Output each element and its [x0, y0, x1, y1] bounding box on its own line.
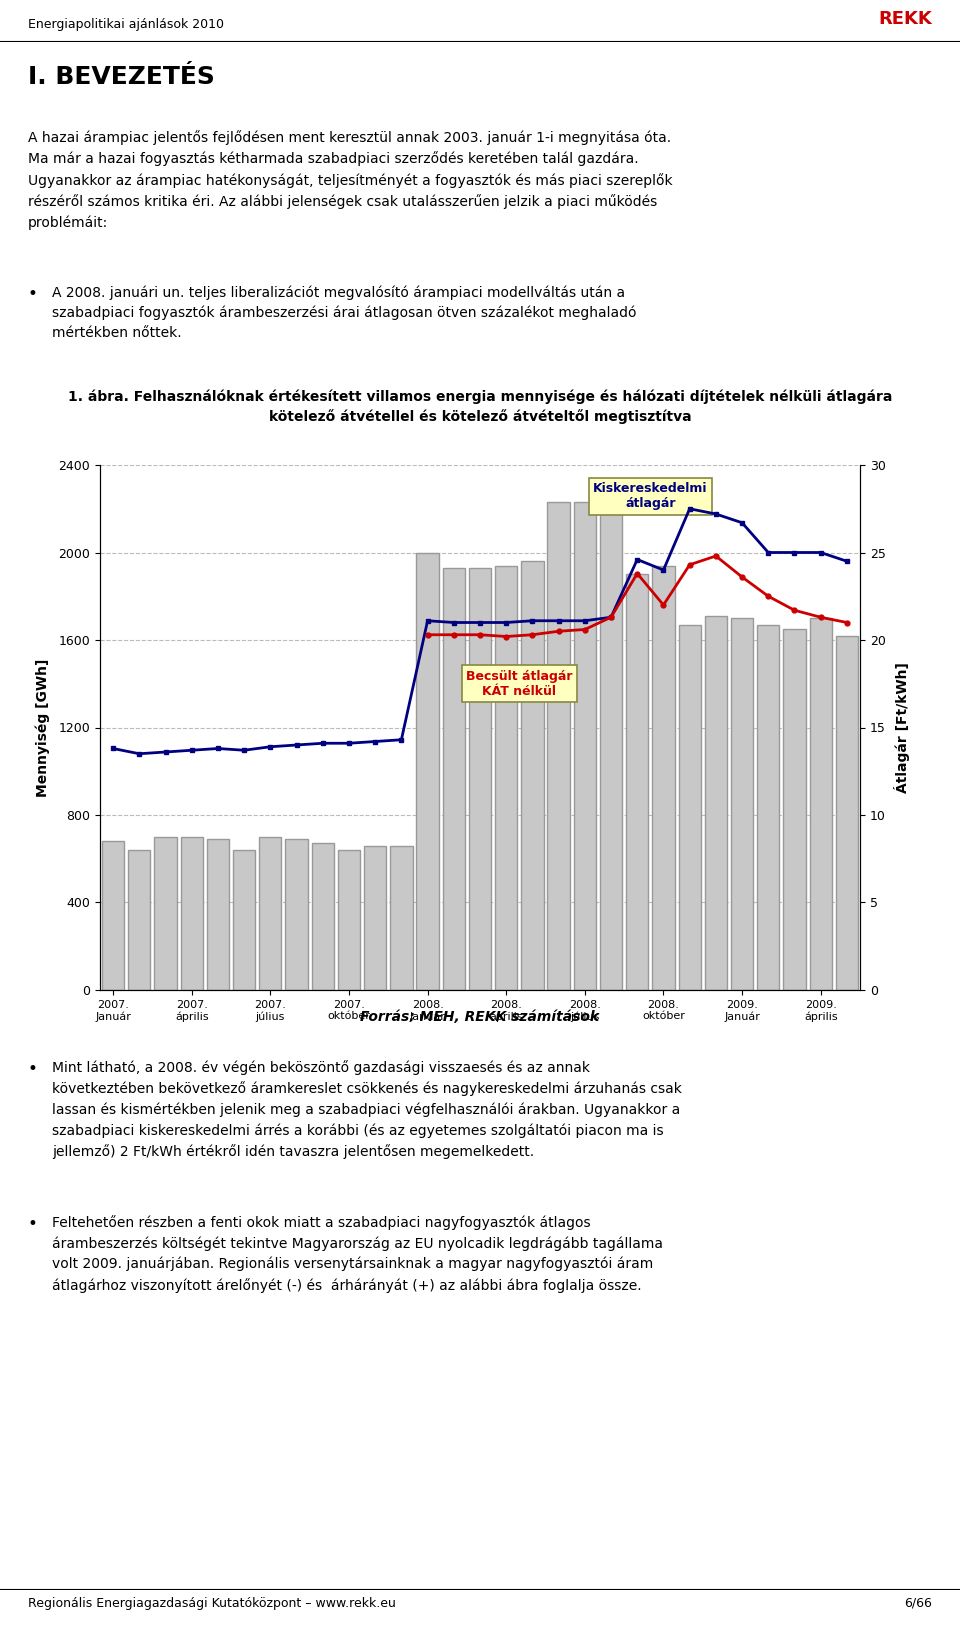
Y-axis label: Mennyiség [GWh]: Mennyiség [GWh] — [36, 658, 50, 796]
Text: •: • — [28, 286, 37, 304]
Text: •: • — [28, 1214, 37, 1234]
Bar — [129, 850, 151, 991]
Bar — [468, 568, 492, 991]
Bar — [783, 628, 805, 991]
Text: I. BEVEZETÉS: I. BEVEZETÉS — [28, 65, 215, 90]
Bar — [705, 615, 727, 991]
Bar — [574, 503, 596, 991]
Text: REKK: REKK — [878, 10, 932, 28]
Bar — [652, 566, 675, 991]
Bar — [285, 839, 308, 991]
Text: Forrás: MEH, REKK számítások: Forrás: MEH, REKK számítások — [360, 1010, 600, 1023]
Bar — [495, 566, 517, 991]
Bar — [836, 635, 858, 991]
Text: A 2008. januári un. teljes liberalizációt megvalósító árampiaci modellváltás utá: A 2008. januári un. teljes liberalizáció… — [52, 286, 636, 341]
Bar — [417, 553, 439, 991]
Bar — [155, 837, 177, 991]
Text: Regionális Energiagazdasági Kutatóközpont – www.rekk.eu: Regionális Energiagazdasági Kutatóközpon… — [28, 1598, 396, 1611]
Bar — [679, 625, 701, 991]
Bar — [391, 845, 413, 991]
Bar — [338, 850, 360, 991]
Bar — [312, 844, 334, 991]
Bar — [206, 839, 229, 991]
Bar — [443, 568, 465, 991]
Text: Mint látható, a 2008. év végén beköszöntő gazdasági visszaesés és az annak
követ: Mint látható, a 2008. év végén beköszönt… — [52, 1061, 682, 1159]
Text: Energiapolitikai ajánlások 2010: Energiapolitikai ajánlások 2010 — [28, 18, 224, 31]
Bar — [233, 850, 255, 991]
Bar — [547, 503, 569, 991]
Bar — [757, 625, 780, 991]
Text: 6/66: 6/66 — [904, 1598, 932, 1611]
Bar — [731, 619, 754, 991]
Text: A hazai árampiac jelentős fejlődésen ment keresztül annak 2003. január 1-i megny: A hazai árampiac jelentős fejlődésen men… — [28, 131, 673, 230]
Text: Feltehetően részben a fenti okok miatt a szabadpiaci nagyfogyasztók átlagos
áram: Feltehetően részben a fenti okok miatt a… — [52, 1214, 663, 1293]
Bar — [809, 619, 831, 991]
Text: 1. ábra. Felhasználóknak értékesített villamos energia mennyisége és hálózati dí: 1. ábra. Felhasználóknak értékesített vi… — [68, 390, 892, 424]
Bar — [364, 845, 386, 991]
Y-axis label: Átlagár [Ft/kWh]: Átlagár [Ft/kWh] — [894, 663, 910, 793]
Text: Kiskereskedelmi
átlagár: Kiskereskedelmi átlagár — [593, 483, 708, 511]
Text: •: • — [28, 1061, 37, 1079]
Text: Becsült átlagár
KÁT nélkül: Becsült átlagár KÁT nélkül — [466, 669, 572, 698]
Bar — [600, 503, 622, 991]
Bar — [626, 574, 648, 991]
Bar — [259, 837, 281, 991]
Bar — [180, 837, 203, 991]
Bar — [521, 561, 543, 991]
Bar — [102, 840, 124, 991]
